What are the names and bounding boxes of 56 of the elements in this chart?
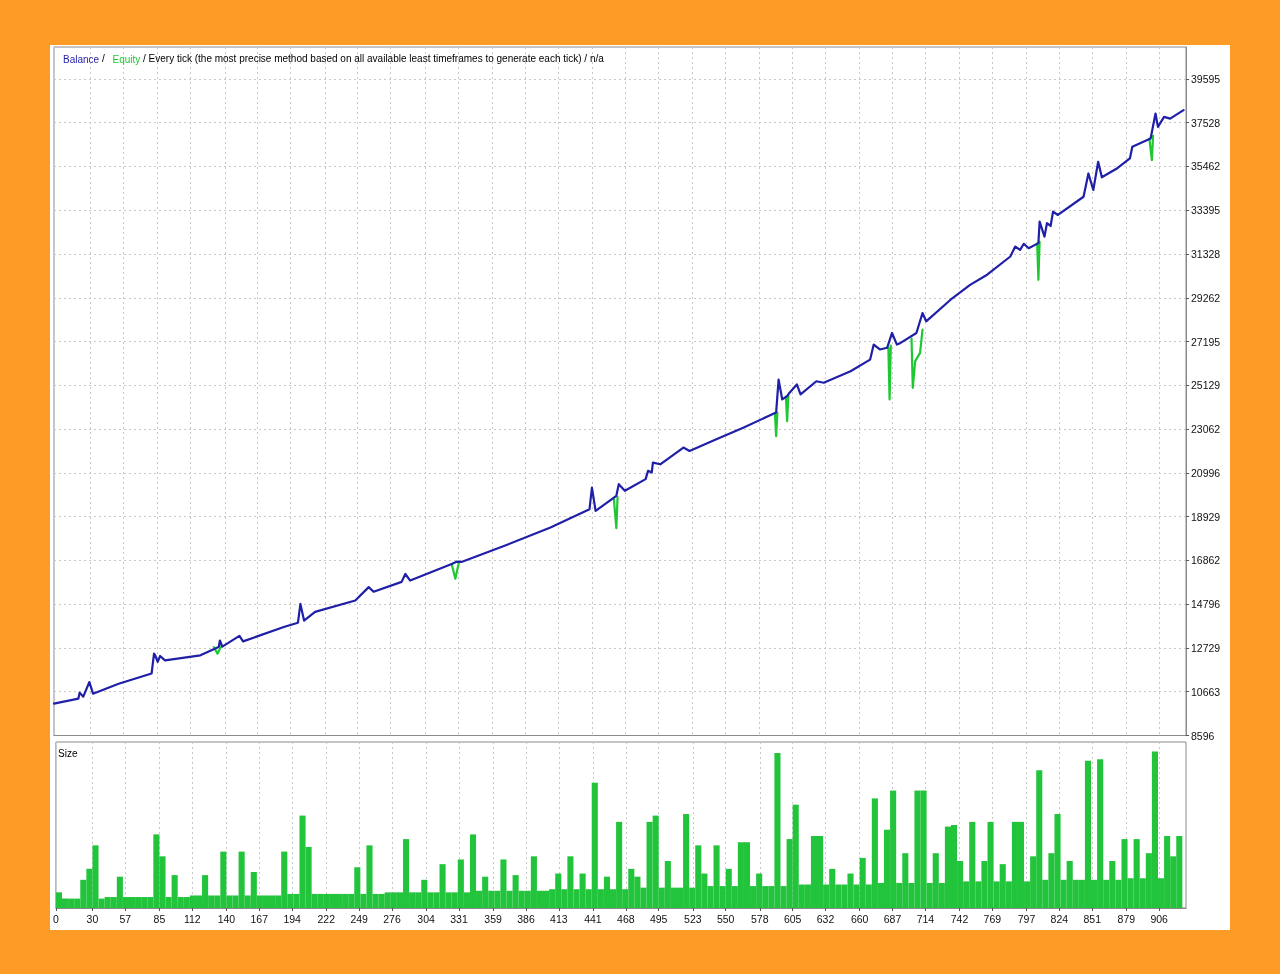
x-tick-label: 632: [816, 912, 835, 925]
y-tick-label: 16862: [1191, 554, 1221, 567]
x-tick-label: 167: [250, 912, 269, 925]
x-tick-label: 249: [350, 912, 369, 925]
x-tick-label: 359: [484, 912, 503, 925]
y-tick-label: 35462: [1191, 160, 1221, 173]
x-tick-label: 742: [950, 912, 969, 925]
y-tick-label: 27195: [1191, 335, 1221, 348]
y-tick-label: 31328: [1191, 247, 1221, 260]
y-tick-label: 29262: [1191, 291, 1221, 304]
chart-title: Size: [58, 747, 78, 759]
x-tick-label: 824: [1050, 912, 1069, 925]
y-tick-label: 39595: [1191, 72, 1221, 85]
y-tick-label: 18929: [1191, 510, 1221, 523]
text: Equity: [112, 53, 141, 65]
y-tick-label: 23062: [1191, 423, 1221, 436]
x-tick-label: 495: [649, 912, 668, 925]
x-tick-label: 85: [153, 912, 166, 925]
y-tick-label: 14796: [1191, 598, 1221, 611]
x-tick-label: 660: [850, 912, 869, 925]
x-tick-label: 57: [119, 912, 132, 925]
x-tick-label: 714: [916, 912, 935, 925]
y-tick-label: 20996: [1191, 466, 1221, 479]
x-tick-label: 222: [317, 912, 336, 925]
x-tick-label: 687: [883, 912, 902, 925]
x-tick-label: 523: [684, 912, 702, 925]
x-tick-label: 879: [1117, 912, 1136, 925]
x-tick-label: 906: [1150, 912, 1169, 925]
x-tick-label: 304: [417, 912, 436, 925]
x-tick-label: 112: [183, 912, 201, 925]
x-tick-label: 194: [283, 912, 302, 925]
text: Every tick (the most precise method based on all available least timeframes to generate each tick) / n/a: [148, 52, 605, 64]
x-tick-label: 578: [751, 912, 769, 925]
x-tick-label: 797: [1017, 912, 1036, 925]
text: Balance: [63, 53, 100, 65]
y-tick-label: 37528: [1191, 116, 1221, 129]
x-tick-label: 0: [53, 912, 59, 925]
x-tick-label: 276: [383, 912, 401, 925]
annotation: /: [101, 52, 105, 64]
y-tick-label: 10663: [1191, 685, 1221, 698]
y-tick-label: 12729: [1191, 641, 1221, 654]
x-tick-label: 441: [584, 912, 602, 925]
x-tick-label: 851: [1083, 912, 1102, 925]
x-tick-label: 30: [86, 912, 99, 925]
x-tick-label: 386: [517, 912, 535, 925]
x-tick-label: 331: [450, 912, 468, 925]
y-tick-label: 25129: [1191, 379, 1221, 392]
x-tick-label: 413: [550, 912, 568, 925]
annotation: /: [143, 52, 147, 64]
x-tick-label: 605: [783, 912, 802, 925]
x-tick-label: 468: [617, 912, 635, 925]
y-tick-label: 8596: [1191, 729, 1215, 742]
x-tick-label: 550: [716, 912, 735, 925]
x-tick-label: 140: [217, 912, 236, 925]
y-tick-label: 33395: [1191, 204, 1221, 217]
x-tick-label: 769: [983, 912, 1002, 925]
